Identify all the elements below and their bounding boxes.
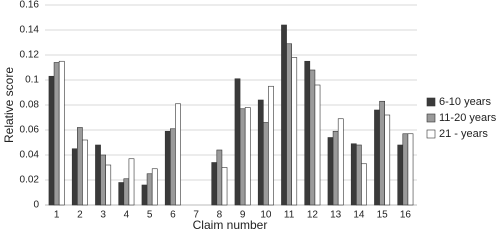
chart: Relative score Claim number 0 0.02 0.04 0.0… — [2, 0, 497, 232]
bar — [141, 184, 148, 206]
y-tick-label: 0.04 — [20, 150, 40, 161]
x-tick-label: 9 — [240, 210, 246, 221]
bar — [309, 69, 316, 206]
bar — [384, 114, 391, 206]
x-tick-label: 2 — [77, 210, 83, 221]
bar — [123, 178, 130, 206]
x-tick-label: 6 — [170, 210, 176, 221]
x-tick-label: 8 — [217, 210, 223, 221]
bar — [356, 144, 362, 206]
legend-label: 21 - years — [439, 128, 488, 140]
bar — [397, 144, 404, 206]
x-tick-label: 11 — [284, 210, 295, 221]
y-tick-label: 0.08 — [20, 100, 40, 111]
bar — [58, 60, 65, 206]
bar — [314, 84, 321, 206]
x-tick-label: 16 — [400, 210, 412, 221]
bar — [263, 122, 269, 206]
legend-swatch — [426, 129, 436, 139]
legend-swatch — [426, 113, 436, 123]
bar — [304, 60, 311, 206]
bar — [327, 137, 334, 206]
bar — [221, 167, 228, 206]
bar — [170, 128, 176, 206]
bar — [77, 127, 83, 206]
bar — [332, 130, 339, 206]
x-tick-label: 10 — [260, 210, 272, 221]
bar — [211, 162, 218, 206]
bar — [374, 109, 380, 206]
bar — [95, 144, 101, 206]
legend-swatch — [426, 97, 436, 107]
y-tick-label: 0 — [33, 200, 39, 211]
bar — [53, 62, 60, 206]
bar — [105, 164, 112, 206]
x-tick-label: 5 — [147, 210, 153, 221]
legend-label: 11-20 years — [439, 112, 497, 124]
bar — [239, 108, 246, 206]
bar — [82, 139, 88, 206]
bar — [151, 168, 158, 206]
y-axis-label: Relative score — [2, 67, 16, 143]
y-tick-label: 0.06 — [20, 125, 40, 136]
bar — [118, 182, 125, 206]
y-tick-label: 0.1 — [25, 75, 39, 86]
bar — [350, 143, 357, 206]
bar — [244, 107, 251, 206]
bar — [337, 118, 344, 206]
bar — [402, 133, 409, 206]
bar — [175, 103, 181, 206]
x-tick-label: 13 — [330, 210, 342, 221]
bar — [100, 154, 106, 206]
x-tick-label: 15 — [377, 210, 389, 221]
x-axis-label: Claim number — [193, 218, 268, 232]
bar — [379, 100, 385, 206]
bar — [128, 158, 135, 206]
bar — [146, 173, 153, 206]
bar — [361, 163, 367, 206]
bar — [216, 149, 223, 206]
x-tick-label: 14 — [353, 210, 365, 221]
x-tick-label: 12 — [307, 210, 319, 221]
y-tick-label: 0.12 — [20, 50, 40, 61]
bar — [234, 78, 241, 206]
bar — [268, 85, 274, 206]
x-tick-label: 4 — [124, 210, 130, 221]
bar — [281, 24, 287, 206]
y-tick-label: 0.14 — [20, 25, 40, 36]
bar — [291, 57, 298, 206]
y-tick-label: 0.16 — [20, 0, 40, 11]
bar — [407, 133, 414, 206]
x-tick-label: 3 — [100, 210, 106, 221]
y-tick-label: 0.02 — [20, 175, 40, 186]
x-tick-label: 7 — [193, 210, 199, 221]
bar — [257, 99, 264, 206]
legend-label: 6-10 years — [439, 96, 491, 108]
bar — [164, 130, 171, 206]
bar — [71, 148, 78, 206]
x-tick-label: 1 — [54, 210, 60, 221]
bar — [286, 43, 292, 206]
bar — [48, 75, 55, 206]
